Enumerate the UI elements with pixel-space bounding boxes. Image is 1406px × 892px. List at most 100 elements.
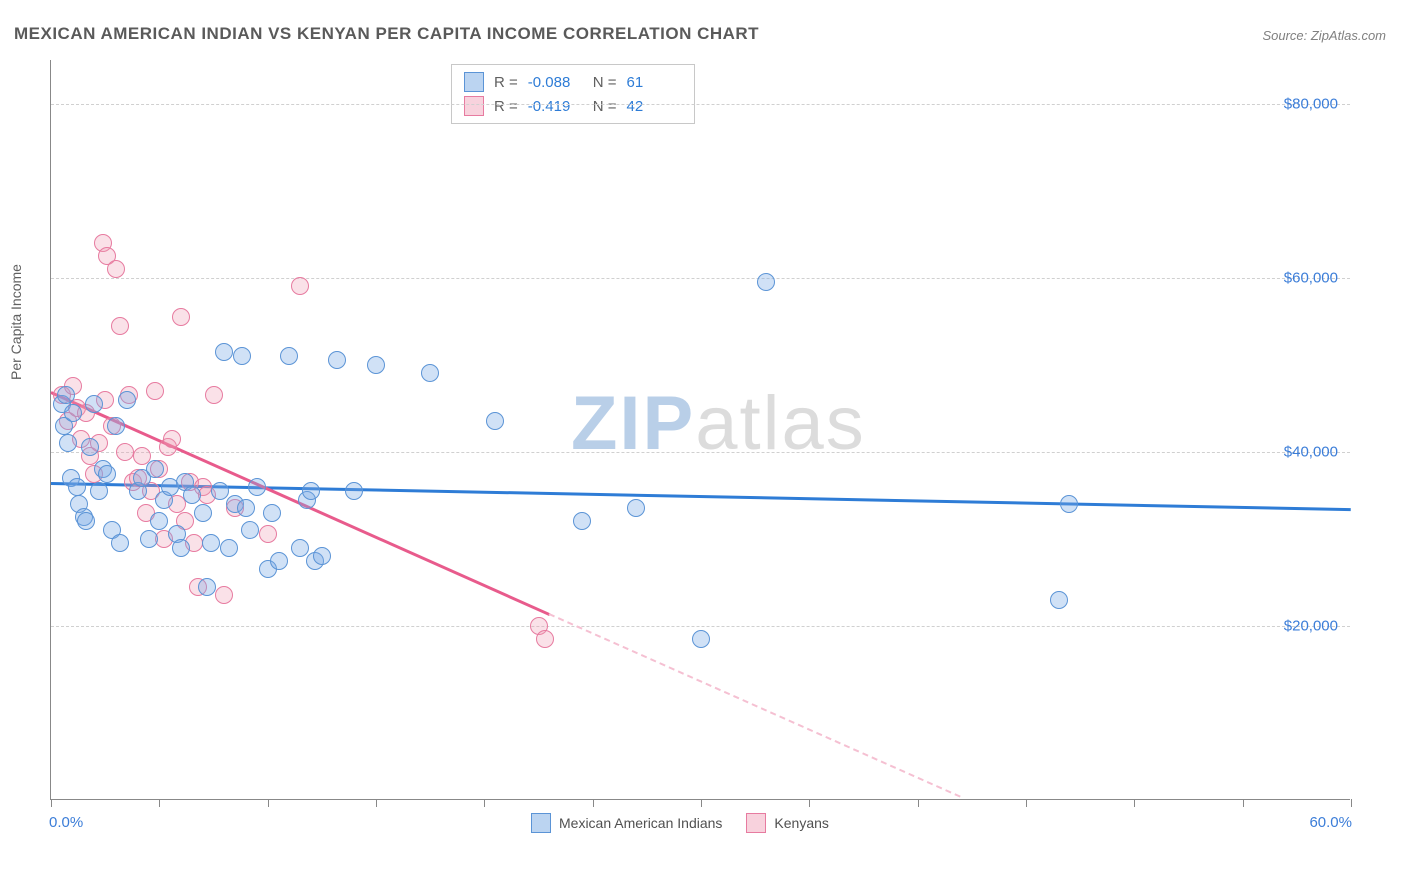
- x-tick: [51, 799, 52, 807]
- data-point: [302, 482, 320, 500]
- data-point: [198, 578, 216, 596]
- data-point: [215, 343, 233, 361]
- n-value-1: 61: [627, 74, 682, 91]
- data-point: [111, 317, 129, 335]
- data-point: [345, 482, 363, 500]
- data-point: [140, 530, 158, 548]
- n-value-2: 42: [627, 98, 682, 115]
- data-point: [68, 478, 86, 496]
- legend-item-2: Kenyans: [746, 813, 828, 833]
- data-point: [172, 539, 190, 557]
- data-point: [367, 356, 385, 374]
- swatch-blue-icon: [464, 72, 484, 92]
- x-tick: [376, 799, 377, 807]
- x-tick: [809, 799, 810, 807]
- data-point: [270, 552, 288, 570]
- data-point: [237, 499, 255, 517]
- data-point: [150, 512, 168, 530]
- r-value-2: -0.419: [528, 98, 583, 115]
- data-point: [263, 504, 281, 522]
- stats-row-series2: R = -0.419 N = 42: [464, 94, 682, 118]
- data-point: [85, 395, 103, 413]
- y-tick-label: $20,000: [1284, 617, 1338, 634]
- data-point: [215, 586, 233, 604]
- data-point: [81, 438, 99, 456]
- stats-row-series1: R = -0.088 N = 61: [464, 70, 682, 94]
- y-tick-label: $60,000: [1284, 269, 1338, 286]
- chart-plot-area: ZIPatlas R = -0.088 N = 61 R = -0.419 N …: [50, 60, 1350, 800]
- n-label: N =: [593, 74, 617, 91]
- swatch-pink-icon: [746, 813, 766, 833]
- data-point: [291, 539, 309, 557]
- data-point: [90, 482, 108, 500]
- x-tick: [484, 799, 485, 807]
- data-point: [241, 521, 259, 539]
- data-point: [202, 534, 220, 552]
- data-point: [57, 386, 75, 404]
- gridline-h: [51, 104, 1350, 105]
- gridline-h: [51, 626, 1350, 627]
- x-tick-min: 0.0%: [49, 814, 83, 831]
- swatch-pink-icon: [464, 96, 484, 116]
- r-value-1: -0.088: [528, 74, 583, 91]
- data-point: [211, 482, 229, 500]
- data-point: [1050, 591, 1068, 609]
- y-axis-label: Per Capita Income: [8, 264, 24, 380]
- gridline-h: [51, 278, 1350, 279]
- x-tick: [1026, 799, 1027, 807]
- data-point: [757, 273, 775, 291]
- source-attribution: Source: ZipAtlas.com: [1262, 28, 1386, 43]
- data-point: [64, 404, 82, 422]
- data-point: [421, 364, 439, 382]
- chart-title: MEXICAN AMERICAN INDIAN VS KENYAN PER CA…: [14, 24, 759, 44]
- data-point: [118, 391, 136, 409]
- n-label: N =: [593, 98, 617, 115]
- x-tick: [1134, 799, 1135, 807]
- data-point: [328, 351, 346, 369]
- data-point: [111, 534, 129, 552]
- x-tick: [1243, 799, 1244, 807]
- legend: Mexican American Indians Kenyans: [531, 813, 829, 833]
- data-point: [692, 630, 710, 648]
- data-point: [116, 443, 134, 461]
- data-point: [59, 434, 77, 452]
- data-point: [536, 630, 554, 648]
- data-point: [248, 478, 266, 496]
- data-point: [77, 512, 95, 530]
- y-tick-label: $40,000: [1284, 443, 1338, 460]
- swatch-blue-icon: [531, 813, 551, 833]
- gridline-h: [51, 452, 1350, 453]
- x-tick: [159, 799, 160, 807]
- legend-label-2: Kenyans: [774, 815, 828, 831]
- data-point: [486, 412, 504, 430]
- data-point: [573, 512, 591, 530]
- data-point: [205, 386, 223, 404]
- trendline-pink-extend: [549, 613, 961, 798]
- data-point: [183, 486, 201, 504]
- r-label: R =: [494, 74, 518, 91]
- data-point: [259, 525, 277, 543]
- x-tick: [268, 799, 269, 807]
- data-point: [220, 539, 238, 557]
- legend-item-1: Mexican American Indians: [531, 813, 722, 833]
- data-point: [291, 277, 309, 295]
- y-tick-label: $80,000: [1284, 95, 1338, 112]
- data-point: [98, 465, 116, 483]
- data-point: [146, 460, 164, 478]
- correlation-stats-box: R = -0.088 N = 61 R = -0.419 N = 42: [451, 64, 695, 124]
- data-point: [313, 547, 331, 565]
- data-point: [627, 499, 645, 517]
- data-point: [280, 347, 298, 365]
- watermark: ZIPatlas: [571, 380, 866, 467]
- data-point: [146, 382, 164, 400]
- data-point: [107, 417, 125, 435]
- data-point: [163, 430, 181, 448]
- watermark-zip: ZIP: [571, 381, 695, 466]
- data-point: [233, 347, 251, 365]
- data-point: [194, 504, 212, 522]
- legend-label-1: Mexican American Indians: [559, 815, 722, 831]
- data-point: [172, 308, 190, 326]
- x-tick: [593, 799, 594, 807]
- data-point: [1060, 495, 1078, 513]
- x-tick: [1351, 799, 1352, 807]
